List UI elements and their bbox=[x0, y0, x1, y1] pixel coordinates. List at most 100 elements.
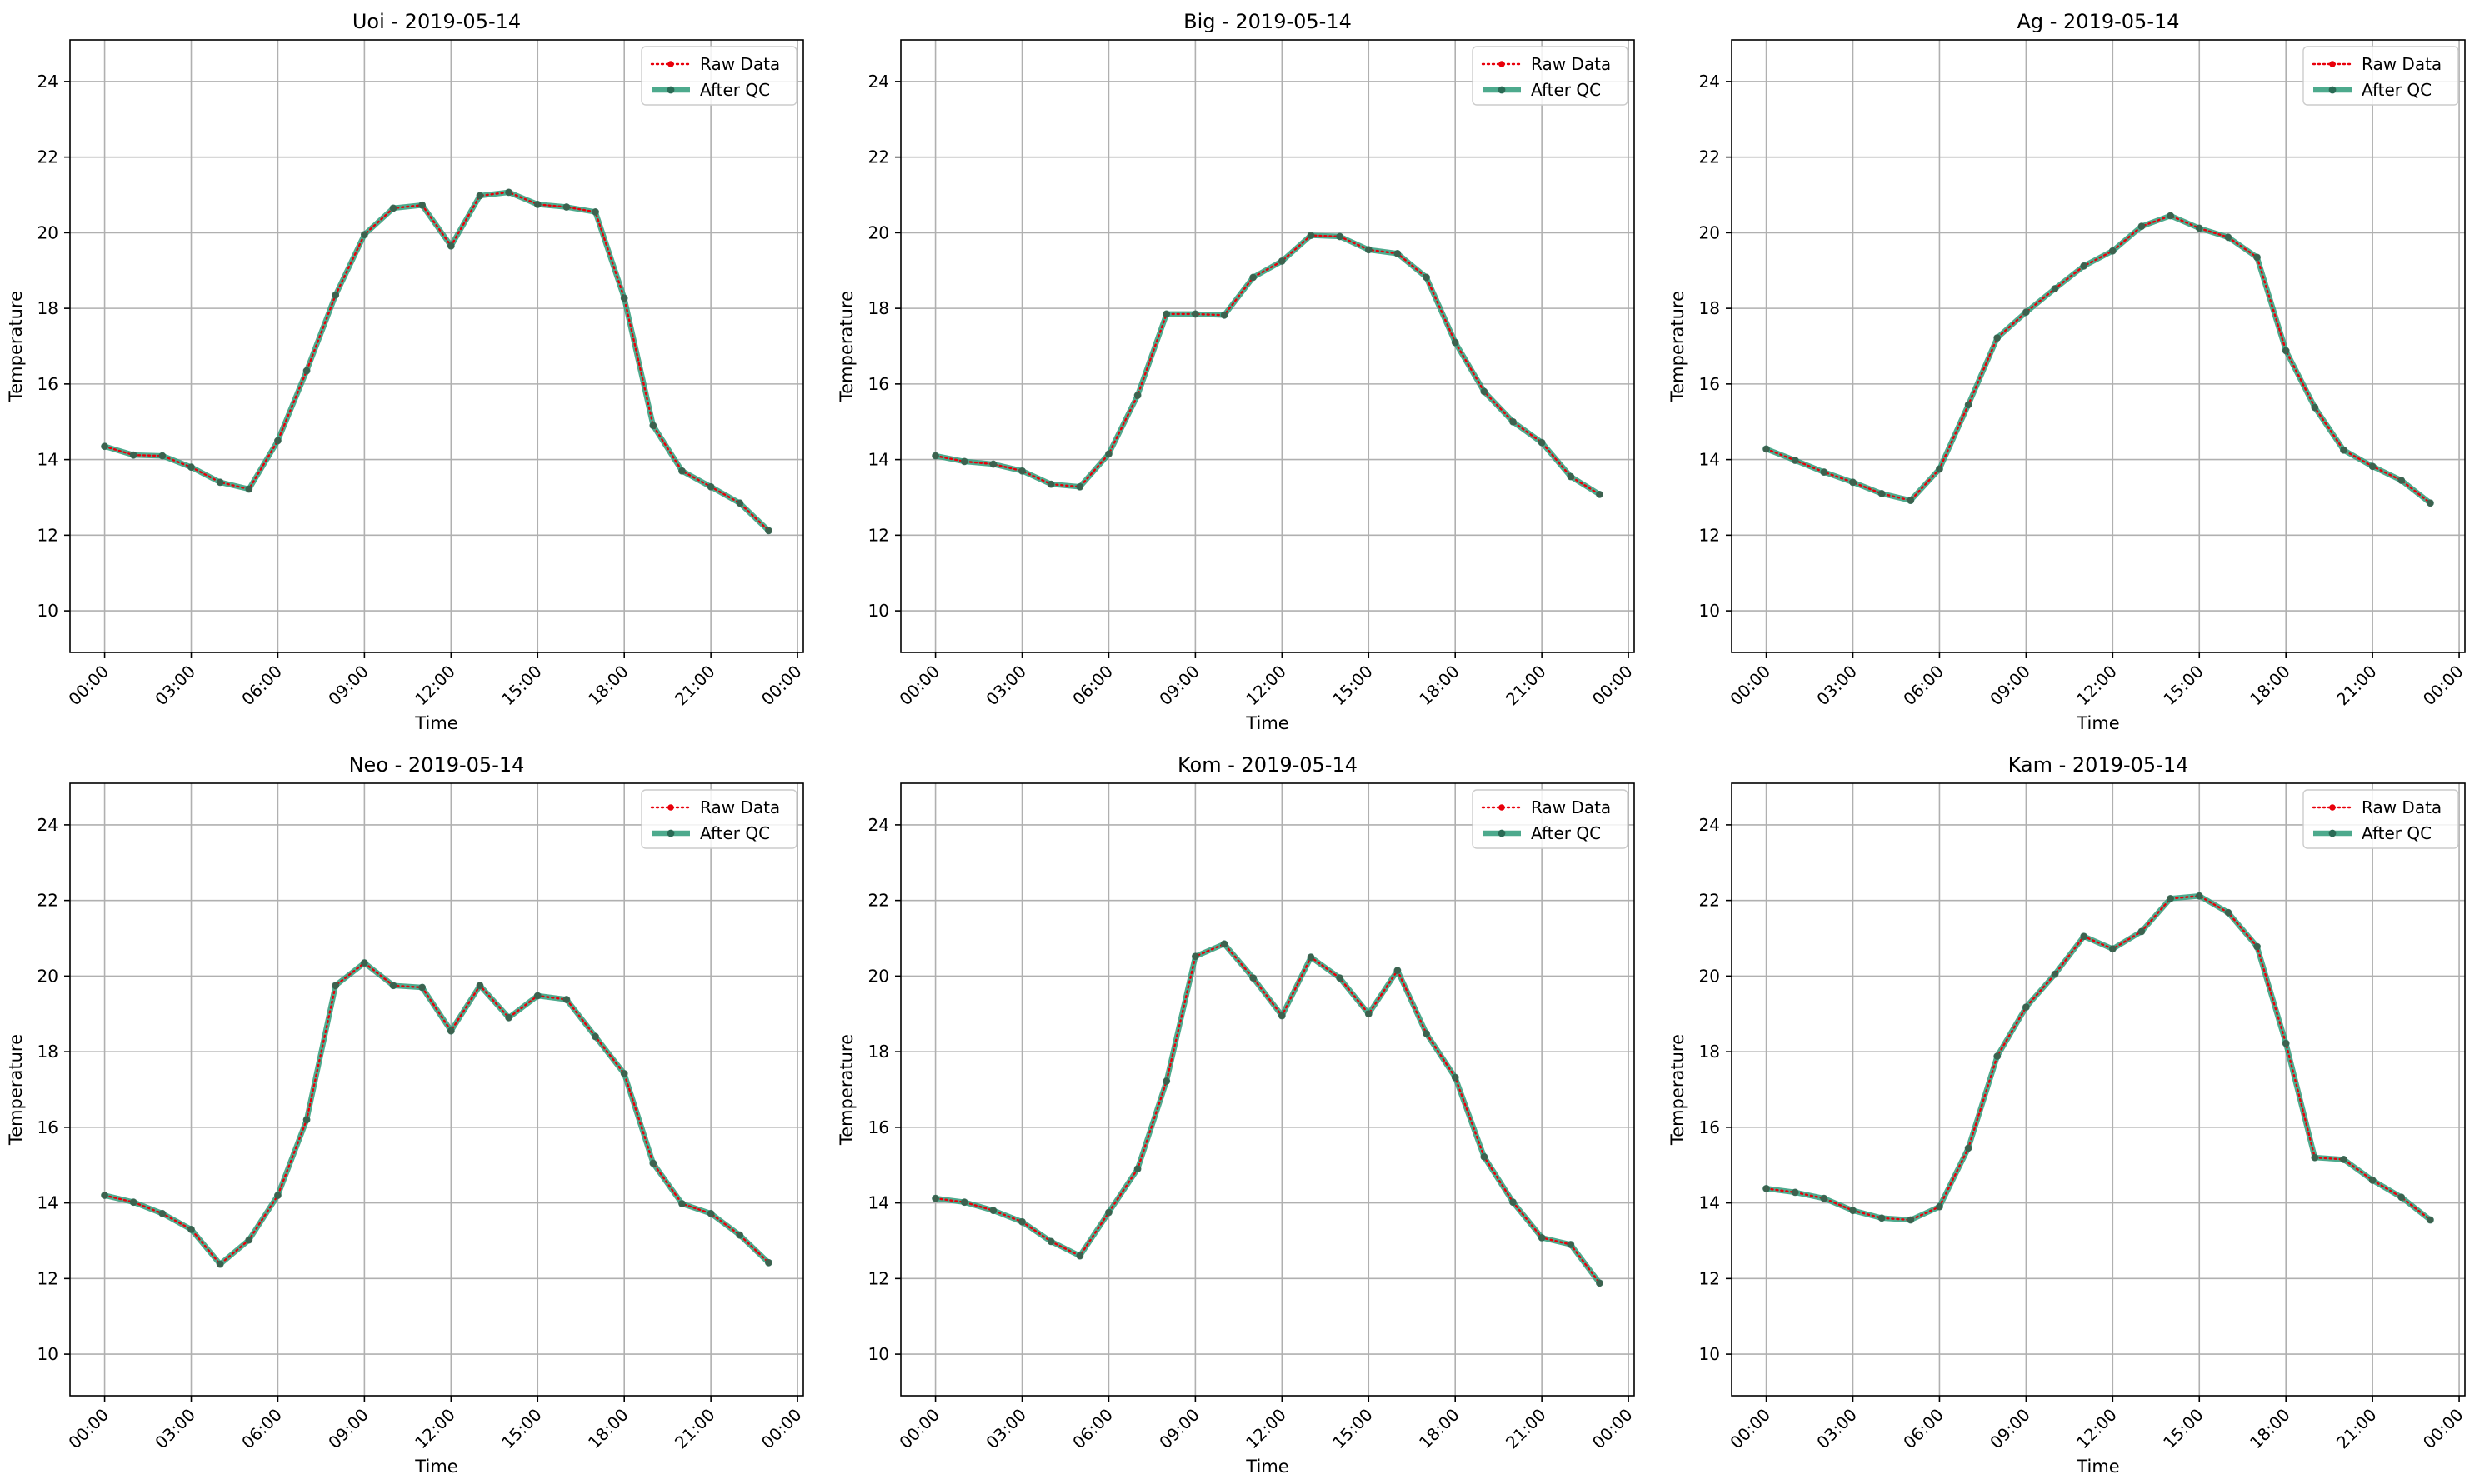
after-qc-point bbox=[447, 242, 455, 250]
y-axis-label: Temperature bbox=[6, 1034, 26, 1146]
y-tick-label: 14 bbox=[1699, 450, 1720, 470]
after-qc-point bbox=[216, 1260, 224, 1268]
x-tick-label: 00:00 bbox=[2419, 662, 2468, 710]
after-qc-point bbox=[649, 422, 658, 430]
x-axis-label: Time bbox=[1245, 1457, 1288, 1477]
x-tick-label: 00:00 bbox=[2419, 1405, 2468, 1453]
chart-title: Ag - 2019-05-14 bbox=[2017, 10, 2179, 33]
after-qc-point bbox=[1820, 468, 1828, 476]
y-tick-label: 16 bbox=[1699, 1117, 1720, 1137]
after-qc-point bbox=[2022, 308, 2030, 317]
y-axis-label: Temperature bbox=[1668, 1034, 1688, 1146]
raw-data-line bbox=[103, 191, 770, 532]
x-tick-label: 09:00 bbox=[1986, 1405, 2034, 1453]
after-qc-point bbox=[932, 1194, 939, 1202]
after-qc-point bbox=[2080, 262, 2088, 270]
x-tick-label: 00:00 bbox=[895, 662, 943, 710]
y-tick-label: 16 bbox=[38, 374, 58, 394]
x-tick-label: 06:00 bbox=[238, 662, 286, 710]
y-tick-label: 14 bbox=[1699, 1193, 1720, 1213]
after-qc-point bbox=[1509, 1198, 1517, 1207]
chart-title: Kam - 2019-05-14 bbox=[2008, 753, 2189, 777]
y-tick-label: 12 bbox=[868, 525, 889, 545]
y-tick-label: 16 bbox=[1699, 374, 1720, 394]
legend-qc-label: After QC bbox=[2362, 823, 2432, 843]
after-qc-point bbox=[1567, 472, 1575, 481]
y-tick-label: 18 bbox=[868, 1042, 889, 1062]
x-tick-label: 06:00 bbox=[238, 1405, 286, 1453]
x-tick-label: 12:00 bbox=[2072, 662, 2121, 710]
y-tick-label: 22 bbox=[1699, 891, 1720, 911]
y-tick-label: 22 bbox=[868, 891, 889, 911]
legend-raw-marker bbox=[668, 804, 674, 811]
subplot-4: 10 12 14 16 18 20 22 24 00:00 03:00 06:00 09:00 12:0… bbox=[6, 753, 806, 1477]
axes-frame bbox=[900, 782, 1635, 1397]
after-qc-point bbox=[2138, 222, 2146, 231]
after-qc-point bbox=[1047, 1237, 1055, 1246]
after-qc-point bbox=[389, 204, 398, 212]
after-qc-point bbox=[1364, 246, 1372, 254]
y-tick-label: 10 bbox=[1699, 1344, 1720, 1364]
after-qc-point bbox=[101, 442, 108, 451]
legend: Raw Data After QC bbox=[1472, 46, 1628, 106]
x-axis-label: Time bbox=[2076, 1457, 2119, 1477]
after-qc-point bbox=[1076, 1252, 1084, 1260]
y-tick-label: 24 bbox=[868, 72, 889, 92]
x-axis-label: Time bbox=[414, 713, 458, 733]
after-qc-point bbox=[2368, 462, 2377, 471]
legend-qc-marker bbox=[2328, 86, 2337, 94]
after-qc-point bbox=[620, 294, 628, 302]
x-tick-label: 18:00 bbox=[584, 662, 632, 710]
after-qc-point bbox=[1018, 1217, 1026, 1226]
x-tick-label: 15:00 bbox=[2159, 662, 2208, 710]
after-qc-point bbox=[1422, 1029, 1430, 1037]
y-tick-label: 14 bbox=[38, 450, 58, 470]
y-tick-label: 18 bbox=[1699, 298, 1720, 318]
after-qc-point bbox=[1509, 417, 1517, 426]
y-tick-label: 20 bbox=[868, 966, 889, 986]
after-qc-point bbox=[2311, 1153, 2319, 1162]
y-axis-label: Temperature bbox=[1668, 291, 1688, 402]
after-qc-point bbox=[1307, 953, 1315, 962]
after-qc-point bbox=[2167, 894, 2175, 902]
after-qc-point bbox=[360, 231, 368, 239]
after-qc-point bbox=[1393, 967, 1402, 974]
after-qc-point bbox=[188, 463, 195, 472]
after-qc-point bbox=[2051, 970, 2059, 978]
after-qc-point bbox=[989, 460, 998, 468]
after-qc-point bbox=[932, 452, 939, 460]
after-qc-point bbox=[1567, 1241, 1575, 1248]
y-tick-label: 20 bbox=[38, 966, 58, 986]
after-qc-point bbox=[1133, 392, 1142, 399]
after-qc-point bbox=[2282, 347, 2290, 355]
x-tick-label: 21:00 bbox=[2332, 662, 2381, 710]
after-qc-point bbox=[1878, 1214, 1886, 1222]
after-qc-point bbox=[678, 1200, 686, 1207]
after-qc-point bbox=[1596, 1279, 1603, 1287]
y-tick-label: 12 bbox=[1699, 1268, 1720, 1288]
after-qc-point bbox=[158, 1209, 167, 1217]
after-qc-point bbox=[1220, 311, 1228, 319]
after-qc-point bbox=[2282, 1039, 2290, 1047]
after-qc-point bbox=[1220, 940, 1228, 948]
x-tick-label: 03:00 bbox=[151, 662, 199, 710]
y-axis-label: Temperature bbox=[6, 291, 26, 402]
y-tick-label: 24 bbox=[868, 815, 889, 835]
after-qc-point bbox=[1133, 1165, 1142, 1173]
x-tick-label: 09:00 bbox=[324, 662, 372, 710]
x-tick-label: 06:00 bbox=[1899, 1405, 1948, 1453]
y-tick-label: 22 bbox=[38, 891, 58, 911]
y-tick-label: 20 bbox=[868, 222, 889, 242]
raw-data-line bbox=[934, 234, 1601, 496]
after-qc-point bbox=[765, 527, 772, 535]
y-tick-label: 20 bbox=[38, 222, 58, 242]
after-qc-point bbox=[736, 499, 744, 507]
after-qc-point bbox=[158, 452, 167, 460]
x-tick-label: 18:00 bbox=[584, 1405, 632, 1453]
after-qc-point bbox=[302, 367, 311, 375]
x-tick-label: 21:00 bbox=[2332, 1405, 2381, 1453]
after-qc-point bbox=[1849, 1207, 1857, 1215]
legend-raw-marker bbox=[668, 61, 674, 67]
legend: Raw Data After QC bbox=[2302, 46, 2459, 106]
